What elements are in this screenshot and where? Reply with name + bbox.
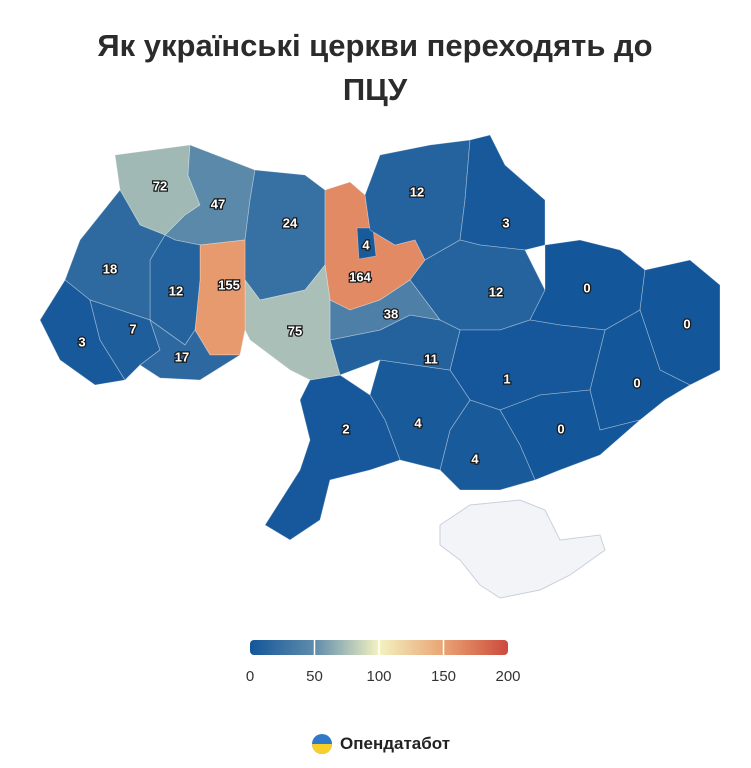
region	[459, 134, 546, 251]
region-value: 18	[103, 261, 117, 276]
region-value: 47	[211, 196, 225, 211]
region-value: 12	[169, 283, 183, 298]
region-value: 72	[153, 178, 167, 193]
chart-title: Як українські церкви переходять до ПЦУ	[97, 28, 653, 107]
colorbar-tick-label: 50	[306, 668, 323, 685]
region-value: 38	[384, 306, 398, 321]
region-value: 0	[683, 316, 690, 331]
crimea	[439, 499, 606, 599]
region-value: 0	[557, 421, 564, 436]
region-value: 1	[503, 371, 510, 386]
region-value: 11	[424, 351, 438, 366]
region-value: 0	[633, 375, 640, 390]
region-value: 17	[175, 349, 189, 364]
region-value: 75	[288, 323, 302, 338]
region-value: 3	[78, 334, 85, 349]
region	[329, 279, 441, 341]
region-value: 24	[283, 215, 298, 230]
region	[139, 318, 242, 381]
region	[356, 227, 377, 260]
region-value: 155	[218, 277, 240, 292]
colorbar-tick-label: 100	[366, 668, 391, 685]
colorbar-tick-label: 150	[431, 668, 456, 685]
region-value: 4	[362, 237, 370, 252]
logo	[312, 734, 332, 754]
region-value: 2	[342, 421, 349, 436]
region	[264, 374, 401, 541]
region-value: 164	[349, 269, 371, 284]
region-value: 12	[489, 284, 503, 299]
region-labels: 72 47 24 164 4 12 3 12 0 0 0 1 0 4 4 2 11 38 75 155 12 18 3 7 17	[77, 177, 692, 468]
region-value: 4	[471, 451, 479, 466]
region-value: 0	[583, 280, 590, 295]
region-value: 3	[502, 215, 509, 230]
region-value: 4	[414, 415, 422, 430]
region	[194, 239, 246, 356]
region-value: 12	[410, 184, 424, 199]
region	[244, 264, 341, 381]
colorbar-tick-label: 0	[246, 668, 254, 685]
region-value: 7	[129, 321, 136, 336]
regions	[39, 134, 721, 541]
colorbar-tick-label: 200	[495, 668, 520, 685]
brand: Опендатабот	[340, 734, 451, 753]
